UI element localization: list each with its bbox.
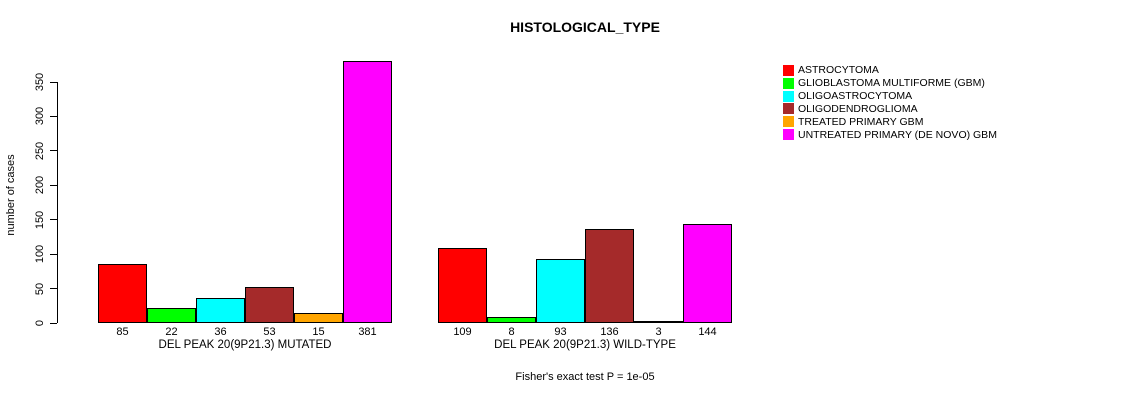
bar-value-label: 36 [214, 326, 227, 338]
y-tick-label: 100 [34, 244, 46, 264]
legend-item: OLIGOASTROCYTOMA [783, 90, 997, 103]
y-tick-mark [50, 184, 57, 186]
y-tick-label: 150 [34, 210, 46, 229]
legend-label: GLIOBLASTOMA MULTIFORME (GBM) [798, 77, 985, 90]
bar-glioblastoma-multiforme-gbm-group0 [147, 308, 196, 323]
legend-label: TREATED PRIMARY GBM [798, 115, 924, 128]
legend-label: UNTREATED PRIMARY (DE NOVO) GBM [798, 128, 997, 141]
legend: ASTROCYTOMA GLIOBLASTOMA MULTIFORME (GBM)… [783, 64, 997, 141]
legend-swatch-icon [783, 103, 794, 115]
y-tick-label: 200 [34, 176, 46, 195]
legend-swatch-icon [783, 77, 794, 89]
bar-oligodendroglioma-group1 [585, 229, 634, 323]
legend-swatch-icon [783, 129, 794, 141]
group-label-wild-type: DEL PEAK 20(9P21.3) WILD-TYPE [494, 339, 676, 351]
bar-value-label: 53 [263, 326, 276, 338]
bar-oligoastrocytoma-group1 [536, 259, 585, 323]
y-tick-mark [50, 115, 57, 117]
legend-label: OLIGOASTROCYTOMA [798, 90, 913, 103]
legend-swatch-icon [783, 64, 794, 76]
chart-title: HISTOLOGICAL_TYPE [510, 19, 660, 35]
bar-value-label: 109 [453, 326, 472, 338]
y-tick-label: 300 [34, 107, 46, 126]
legend-label: ASTROCYTOMA [798, 64, 879, 77]
legend-swatch-icon [783, 90, 794, 102]
bar-value-label: 136 [600, 326, 619, 338]
bar-untreated-primary-de-novo-gbm-group0 [343, 61, 392, 323]
legend-item: GLIOBLASTOMA MULTIFORME (GBM) [783, 77, 997, 90]
bar-oligoastrocytoma-group0 [196, 298, 245, 323]
y-tick-label: 0 [34, 319, 46, 327]
y-tick-mark [50, 288, 57, 290]
bar-treated-primary-gbm-group0 [294, 313, 343, 323]
subtitle-fisher-test: Fisher's exact test P = 1e-05 [515, 371, 655, 383]
y-tick-label: 50 [34, 282, 46, 295]
bar-glioblastoma-multiforme-gbm-group1 [487, 317, 536, 323]
legend-item: ASTROCYTOMA [783, 64, 997, 77]
bar-value-label: 8 [508, 326, 515, 338]
y-tick-mark [50, 219, 57, 221]
bar-treated-primary-gbm-group1 [634, 321, 683, 323]
y-tick-label: 250 [34, 141, 46, 161]
y-axis-label: number of cases [5, 154, 17, 236]
bar-value-label: 22 [165, 326, 178, 338]
bar-oligodendroglioma-group0 [245, 287, 294, 323]
y-tick-label: 350 [34, 72, 46, 92]
bar-value-label: 93 [554, 326, 567, 338]
bar-value-label: 15 [312, 326, 325, 338]
y-tick-mark [50, 81, 57, 83]
y-axis-line [57, 82, 58, 323]
group-label-mutated: DEL PEAK 20(9P21.3) MUTATED [158, 339, 332, 351]
bar-untreated-primary-de-novo-gbm-group1 [683, 224, 732, 323]
bar-value-label: 3 [655, 326, 662, 338]
legend-label: OLIGODENDROGLIOMA [798, 102, 918, 115]
bar-value-label: 144 [698, 326, 717, 338]
legend-item: UNTREATED PRIMARY (DE NOVO) GBM [783, 128, 997, 141]
bar-value-label: 85 [116, 326, 129, 338]
bar-value-label: 381 [358, 326, 377, 338]
bar-astrocytoma-group0 [98, 264, 147, 323]
y-tick-mark [50, 322, 57, 324]
legend-item: OLIGODENDROGLIOMA [783, 103, 997, 116]
legend-swatch-icon [783, 116, 794, 128]
legend-item: TREATED PRIMARY GBM [783, 115, 997, 128]
y-tick-mark [50, 253, 57, 255]
bar-astrocytoma-group1 [438, 248, 487, 323]
y-tick-mark [50, 150, 57, 152]
